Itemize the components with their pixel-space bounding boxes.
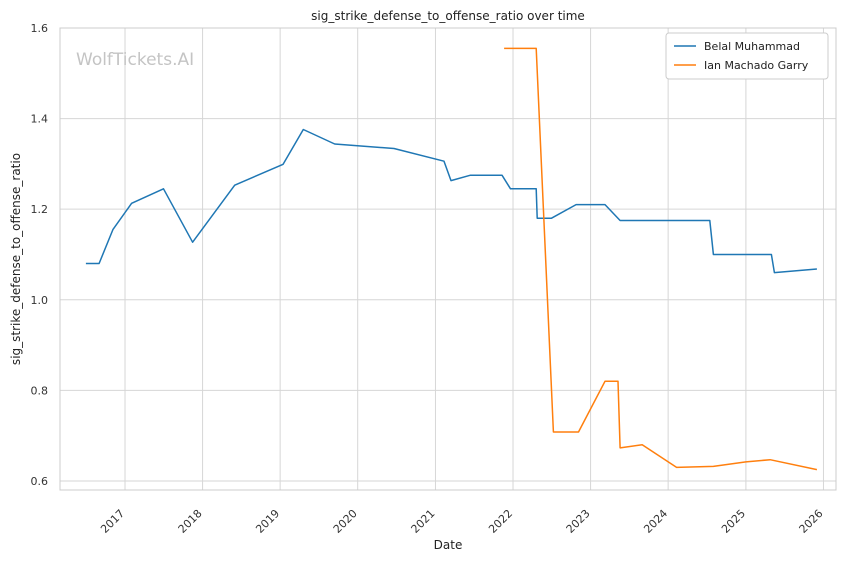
grid-lines <box>60 27 836 490</box>
legend-label: Ian Machado Garry <box>704 59 809 72</box>
x-tick-label: 2019 <box>253 507 282 536</box>
x-tick-label: 2021 <box>409 507 438 536</box>
y-tick-label: 1.2 <box>31 203 49 216</box>
series-lines <box>85 47 818 471</box>
series-line <box>85 128 817 274</box>
x-tick-label: 2023 <box>564 507 593 536</box>
series-line <box>504 47 818 471</box>
x-tick-label: 2025 <box>719 507 748 536</box>
y-tick-label: 0.8 <box>31 384 49 397</box>
watermark: WolfTickets.AI <box>76 50 194 70</box>
y-tick-label: 0.6 <box>31 475 49 488</box>
chart-title: sig_strike_defense_to_offense_ratio over… <box>311 9 585 23</box>
y-axis-label: sig_strike_defense_to_offense_ratio <box>9 153 23 365</box>
y-tick-label: 1.0 <box>31 294 49 307</box>
x-tick-label: 2024 <box>641 507 670 536</box>
x-tick-label: 2020 <box>331 507 360 536</box>
x-axis-label: Date <box>434 538 463 552</box>
legend-label: Belal Muhammad <box>704 40 800 53</box>
x-tick-label: 2018 <box>176 507 205 536</box>
y-tick-label: 1.4 <box>31 113 49 126</box>
plot-area-frame <box>59 27 837 491</box>
x-tick-label: 2026 <box>797 507 826 536</box>
legend-box <box>665 32 829 80</box>
axis-ticks: 0.6 0.8 1.0 1.2 1.4 1.6 2017 2018 2019 2020 2021 20… <box>31 22 826 536</box>
x-tick-label: 2022 <box>486 507 515 536</box>
legend: Belal Muhammad Ian Machado Garry <box>665 32 829 80</box>
x-tick-label: 2017 <box>98 507 127 536</box>
y-tick-label: 1.6 <box>31 22 49 35</box>
